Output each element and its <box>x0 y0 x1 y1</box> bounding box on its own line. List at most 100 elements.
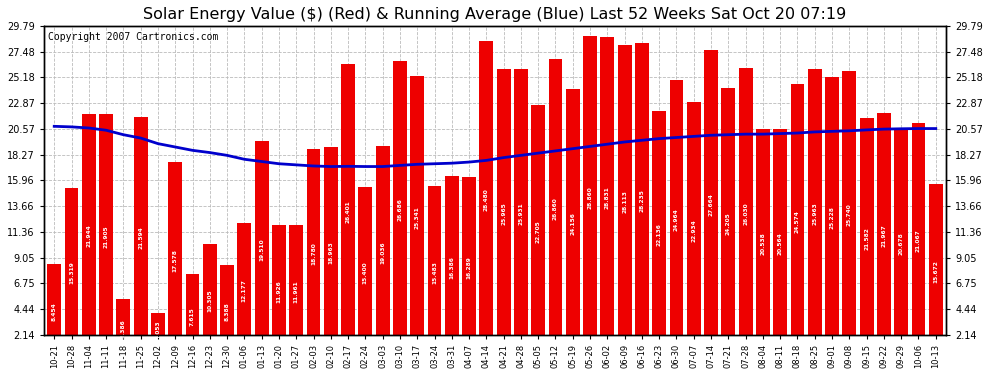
Text: 8.454: 8.454 <box>51 302 56 321</box>
Bar <box>583 36 597 358</box>
Bar <box>376 146 389 358</box>
Text: Copyright 2007 Cartronics.com: Copyright 2007 Cartronics.com <box>49 32 219 42</box>
Text: 25.965: 25.965 <box>501 202 506 225</box>
Bar <box>220 265 234 358</box>
Text: 28.480: 28.480 <box>484 188 489 211</box>
Text: 11.961: 11.961 <box>294 280 299 303</box>
Text: 15.483: 15.483 <box>432 261 437 284</box>
Bar <box>393 61 407 358</box>
Text: 25.228: 25.228 <box>830 206 835 229</box>
Bar <box>342 64 355 358</box>
Text: 20.678: 20.678 <box>899 232 904 255</box>
Text: 26.686: 26.686 <box>397 198 402 221</box>
Text: 21.944: 21.944 <box>86 225 91 248</box>
Bar <box>652 111 666 358</box>
Bar <box>185 274 199 358</box>
Bar <box>722 88 736 358</box>
Text: 25.740: 25.740 <box>846 204 851 226</box>
Bar <box>410 76 424 358</box>
Bar <box>203 244 217 358</box>
Text: 12.177: 12.177 <box>242 279 247 302</box>
Text: 5.386: 5.386 <box>121 319 126 338</box>
Bar <box>894 128 908 358</box>
Bar <box>117 298 131 358</box>
Bar <box>601 37 614 358</box>
Text: 4.053: 4.053 <box>155 320 160 339</box>
Bar <box>859 118 873 358</box>
Text: 15.319: 15.319 <box>69 262 74 285</box>
Bar <box>479 40 493 358</box>
Text: 21.067: 21.067 <box>916 230 921 252</box>
Bar <box>307 149 321 358</box>
Bar <box>462 177 476 358</box>
Text: 25.341: 25.341 <box>415 206 420 229</box>
Text: 26.860: 26.860 <box>553 197 558 220</box>
Bar <box>324 147 338 358</box>
Bar <box>808 69 822 358</box>
Bar <box>358 187 372 358</box>
Bar <box>669 80 683 358</box>
Bar <box>289 225 303 358</box>
Bar <box>756 129 770 358</box>
Bar <box>739 68 752 358</box>
Text: 24.156: 24.156 <box>570 212 575 235</box>
Text: 28.860: 28.860 <box>588 186 593 209</box>
Text: 20.538: 20.538 <box>760 232 765 255</box>
Text: 25.963: 25.963 <box>812 202 818 225</box>
Text: 17.578: 17.578 <box>172 249 178 272</box>
Text: 16.289: 16.289 <box>466 256 471 279</box>
Bar <box>168 162 182 358</box>
Text: 19.036: 19.036 <box>380 241 385 264</box>
Bar <box>532 105 545 358</box>
Text: 28.113: 28.113 <box>622 190 627 213</box>
Text: 22.136: 22.136 <box>656 224 661 246</box>
Bar <box>687 102 701 358</box>
Text: 22.934: 22.934 <box>691 219 696 242</box>
Bar <box>929 184 942 358</box>
Text: 21.905: 21.905 <box>104 225 109 248</box>
Text: 18.963: 18.963 <box>329 242 334 264</box>
Bar <box>704 50 718 358</box>
Bar <box>428 186 442 358</box>
Bar <box>64 188 78 358</box>
Bar <box>912 123 926 358</box>
Bar <box>548 58 562 358</box>
Bar <box>272 225 286 358</box>
Title: Solar Energy Value ($) (Red) & Running Average (Blue) Last 52 Weeks Sat Oct 20 0: Solar Energy Value ($) (Red) & Running A… <box>144 7 846 22</box>
Text: 24.205: 24.205 <box>726 212 731 235</box>
Bar <box>842 71 856 358</box>
Bar <box>82 114 96 358</box>
Bar <box>445 176 458 358</box>
Bar <box>497 69 511 358</box>
Bar <box>825 77 839 358</box>
Bar <box>791 84 805 358</box>
Text: 21.967: 21.967 <box>881 225 886 248</box>
Text: 18.780: 18.780 <box>311 242 316 265</box>
Text: 28.831: 28.831 <box>605 186 610 209</box>
Text: 20.564: 20.564 <box>778 232 783 255</box>
Text: 7.615: 7.615 <box>190 307 195 326</box>
Text: 10.305: 10.305 <box>207 290 212 312</box>
Text: 21.582: 21.582 <box>864 227 869 250</box>
Bar <box>134 117 148 358</box>
Text: 24.574: 24.574 <box>795 210 800 233</box>
Bar <box>99 114 113 358</box>
Text: 22.705: 22.705 <box>536 220 541 243</box>
Text: 24.964: 24.964 <box>674 208 679 231</box>
Text: 15.400: 15.400 <box>363 261 368 284</box>
Bar <box>618 45 632 358</box>
Text: 21.594: 21.594 <box>139 227 144 249</box>
Bar <box>773 129 787 358</box>
Text: 15.672: 15.672 <box>934 260 939 283</box>
Text: 26.401: 26.401 <box>346 200 350 223</box>
Bar <box>254 141 268 358</box>
Text: 19.510: 19.510 <box>259 238 264 261</box>
Bar <box>635 43 648 358</box>
Bar <box>514 69 528 358</box>
Bar <box>566 89 580 358</box>
Bar <box>877 113 891 358</box>
Text: 27.664: 27.664 <box>709 193 714 216</box>
Bar <box>151 314 165 358</box>
Text: 26.030: 26.030 <box>743 202 748 225</box>
Text: 8.388: 8.388 <box>225 303 230 321</box>
